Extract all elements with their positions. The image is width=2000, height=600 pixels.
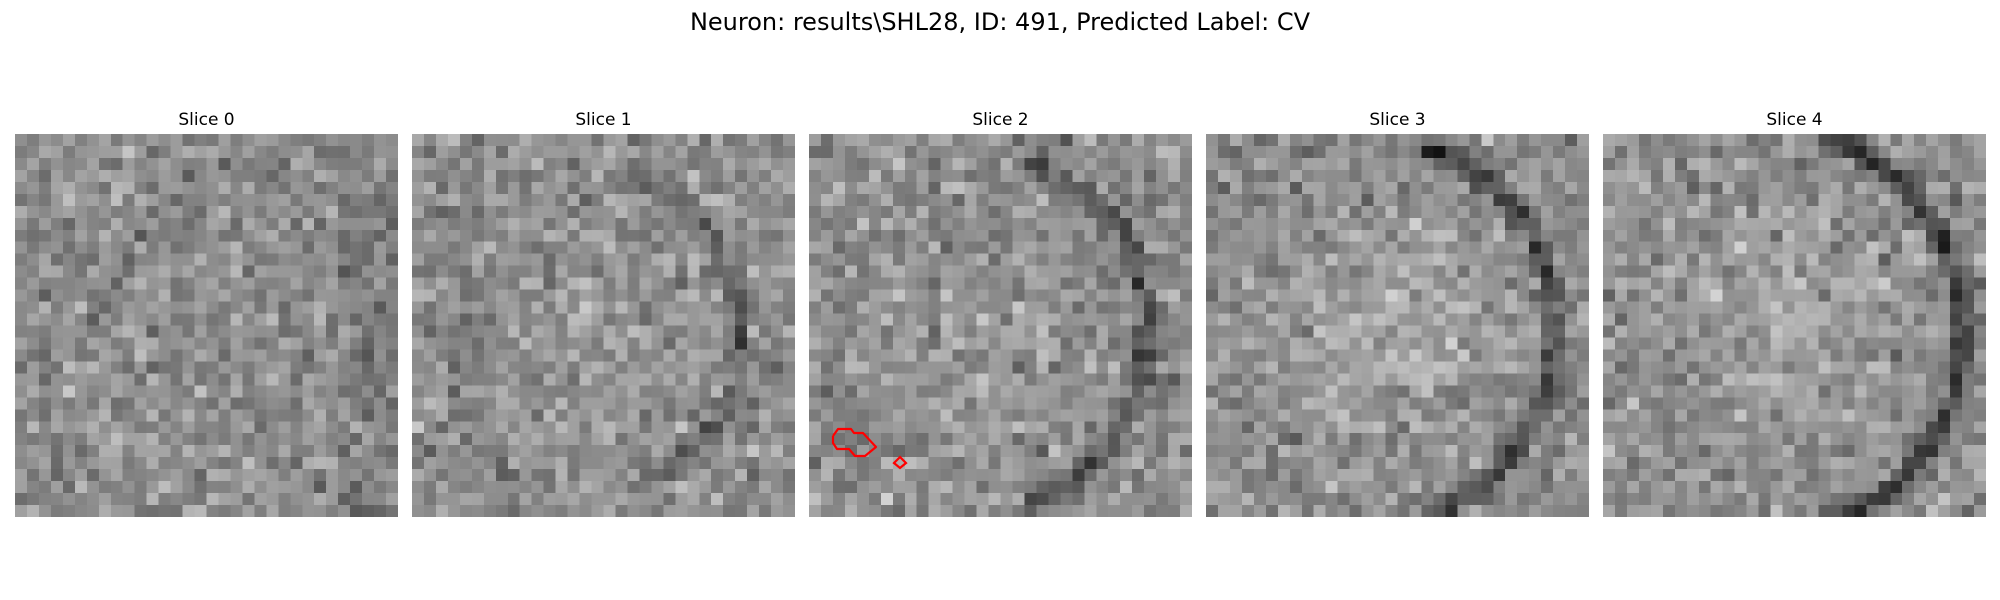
figure-title: Neuron: results\SHL28, ID: 491, Predicte… xyxy=(689,8,1311,36)
slice-title: Slice 2 xyxy=(972,110,1029,130)
slice-title: Slice 4 xyxy=(1766,110,1823,130)
slice-title: Slice 0 xyxy=(178,110,235,130)
slice-image xyxy=(15,134,398,517)
slice-title: Slice 1 xyxy=(575,110,632,130)
slice-image xyxy=(1206,134,1589,517)
slice-panel-2: Slice 2 xyxy=(809,108,1192,517)
slice-panel-1: Slice 1 xyxy=(412,108,795,517)
slice-image xyxy=(412,134,795,517)
slice-title: Slice 3 xyxy=(1369,110,1426,130)
slice-panel-4: Slice 4 xyxy=(1603,108,1986,517)
slice-image xyxy=(809,134,1192,517)
slice-image xyxy=(1603,134,1986,517)
slice-panel-0: Slice 0 xyxy=(15,108,398,517)
slice-panel-3: Slice 3 xyxy=(1206,108,1589,517)
